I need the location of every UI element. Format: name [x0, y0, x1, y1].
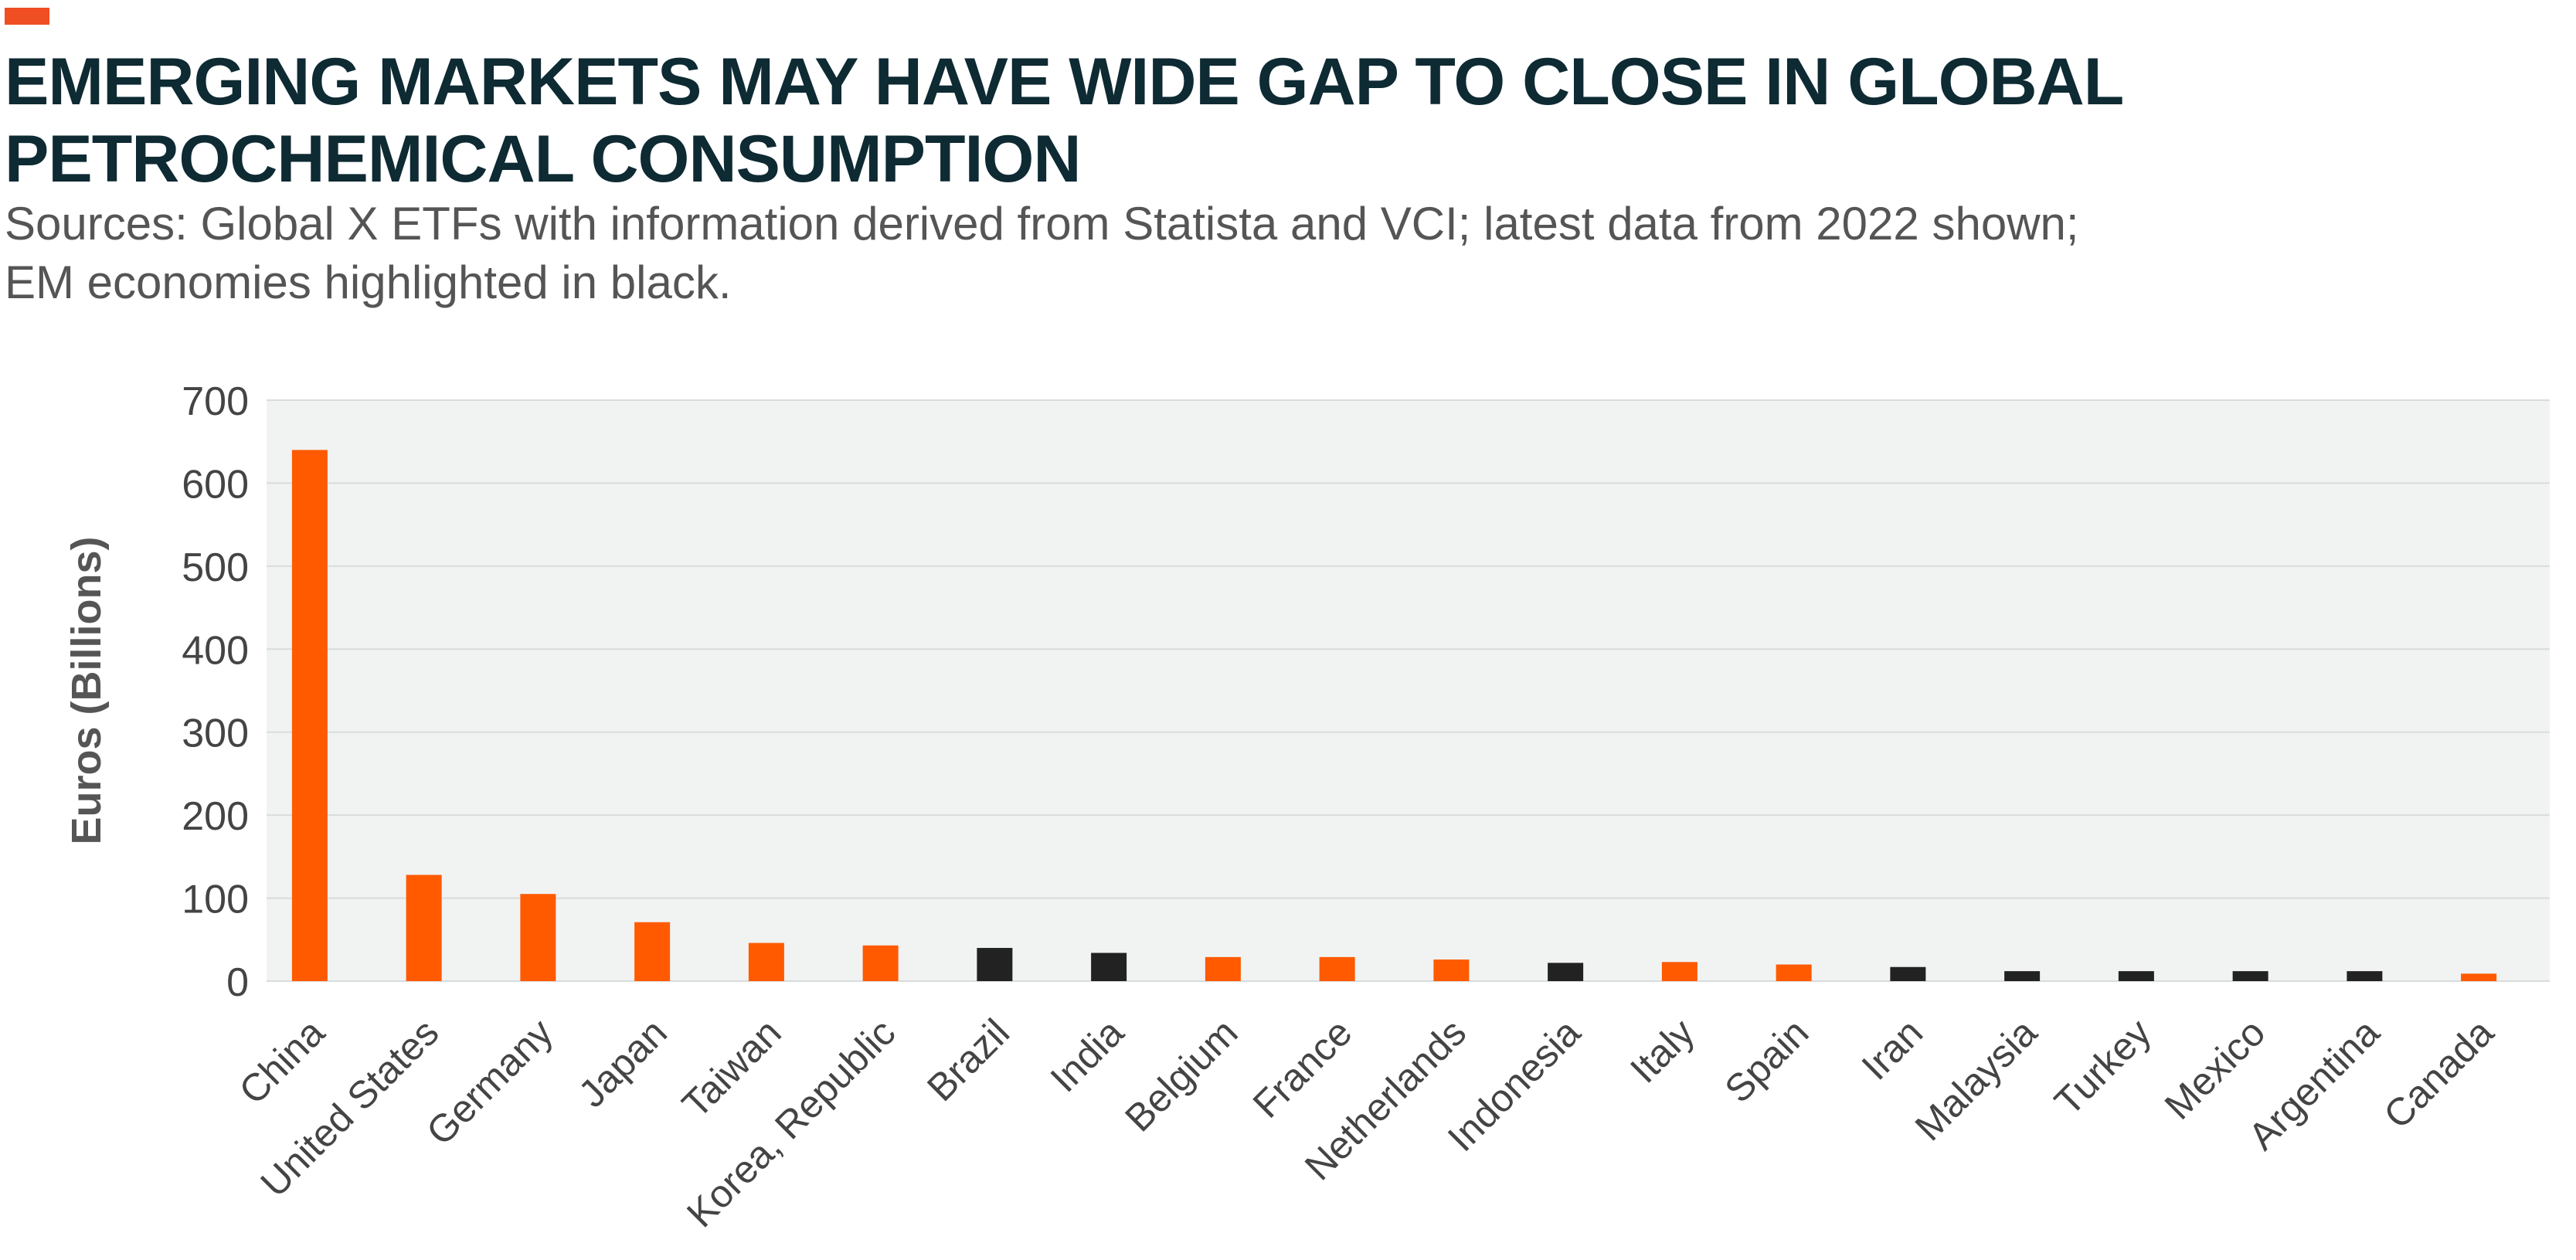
x-tick-label: Taiwan	[674, 1010, 790, 1126]
bar-canada	[2461, 973, 2497, 981]
x-tick-label: Spain	[1716, 1010, 1816, 1111]
x-tick-label: Belgium	[1116, 1010, 1246, 1139]
y-tick-label: 400	[182, 628, 249, 673]
bars	[291, 450, 2497, 981]
y-axis-label: Euros (Billions)	[63, 536, 110, 844]
bar-netherlands	[1433, 959, 1470, 981]
bar-mexico	[2232, 971, 2268, 981]
chart-subtitle-line-1: Sources: Global X ETFs with information …	[5, 198, 2079, 250]
y-tick-label: 300	[182, 712, 249, 756]
bar-spain	[1776, 964, 1812, 981]
x-tick-label: Malaysia	[1907, 1010, 2045, 1149]
y-tick-label: 100	[182, 878, 249, 922]
bar-turkey	[2118, 971, 2154, 981]
x-tick-label: Korea, Republic	[678, 1010, 903, 1235]
bar-france	[1319, 956, 1355, 981]
chart-title-line-1: EMERGING MARKETS MAY HAVE WIDE GAP TO CL…	[5, 45, 2124, 119]
bar-germany	[520, 894, 556, 981]
x-tick-label: Canada	[2375, 1010, 2502, 1137]
chart-area: 0 100 200 300 400 500 600 700 China United State…	[0, 340, 2576, 1260]
x-tick-label: Germany	[418, 1010, 561, 1153]
bar-united-states	[406, 875, 442, 981]
x-tick-label: Italy	[1622, 1010, 1702, 1091]
bar-belgium	[1205, 956, 1241, 981]
plot-background	[267, 400, 2550, 981]
x-tick-label: Brazil	[919, 1010, 1018, 1109]
chart-title-line-2: PETROCHEMICAL CONSUMPTION	[5, 122, 1081, 196]
chart-subtitle-line-2: EM economies highlighted in black.	[5, 256, 732, 308]
y-tick-label: 200	[182, 794, 249, 839]
bar-indonesia	[1548, 963, 1584, 981]
y-tick-label: 500	[182, 545, 249, 590]
x-tick-label: India	[1042, 1010, 1132, 1100]
y-tick-label: 600	[182, 462, 249, 507]
y-tick-label: 0	[226, 960, 249, 1005]
x-tick-label: Mexico	[2156, 1010, 2274, 1128]
bar-korea-republic	[862, 945, 899, 981]
chart-subtitle: Sources: Global X ETFs with information …	[5, 195, 2323, 312]
gridlines	[267, 399, 2550, 982]
bar-argentina	[2347, 971, 2383, 981]
x-tick-label: Iran	[1854, 1010, 1932, 1088]
y-tick-label: 700	[182, 379, 249, 424]
bar-japan	[634, 922, 671, 981]
bar-malaysia	[2004, 971, 2041, 981]
accent-bar	[5, 8, 49, 25]
x-tick-label: France	[1245, 1010, 1361, 1126]
x-tick-label: China	[231, 1010, 333, 1112]
bar-india	[1091, 953, 1127, 981]
y-axis-ticks: 0 100 200 300 400 500 600 700	[182, 379, 249, 1005]
x-tick-label: Japan	[570, 1010, 675, 1116]
bar-brazil	[977, 948, 1013, 981]
bar-china	[291, 450, 328, 981]
bar-taiwan	[748, 942, 784, 981]
bar-iran	[1890, 966, 1926, 981]
bar-italy	[1661, 962, 1698, 981]
chart-title: EMERGING MARKETS MAY HAVE WIDE GAP TO CL…	[5, 43, 2477, 198]
x-tick-label: Turkey	[2046, 1010, 2159, 1123]
